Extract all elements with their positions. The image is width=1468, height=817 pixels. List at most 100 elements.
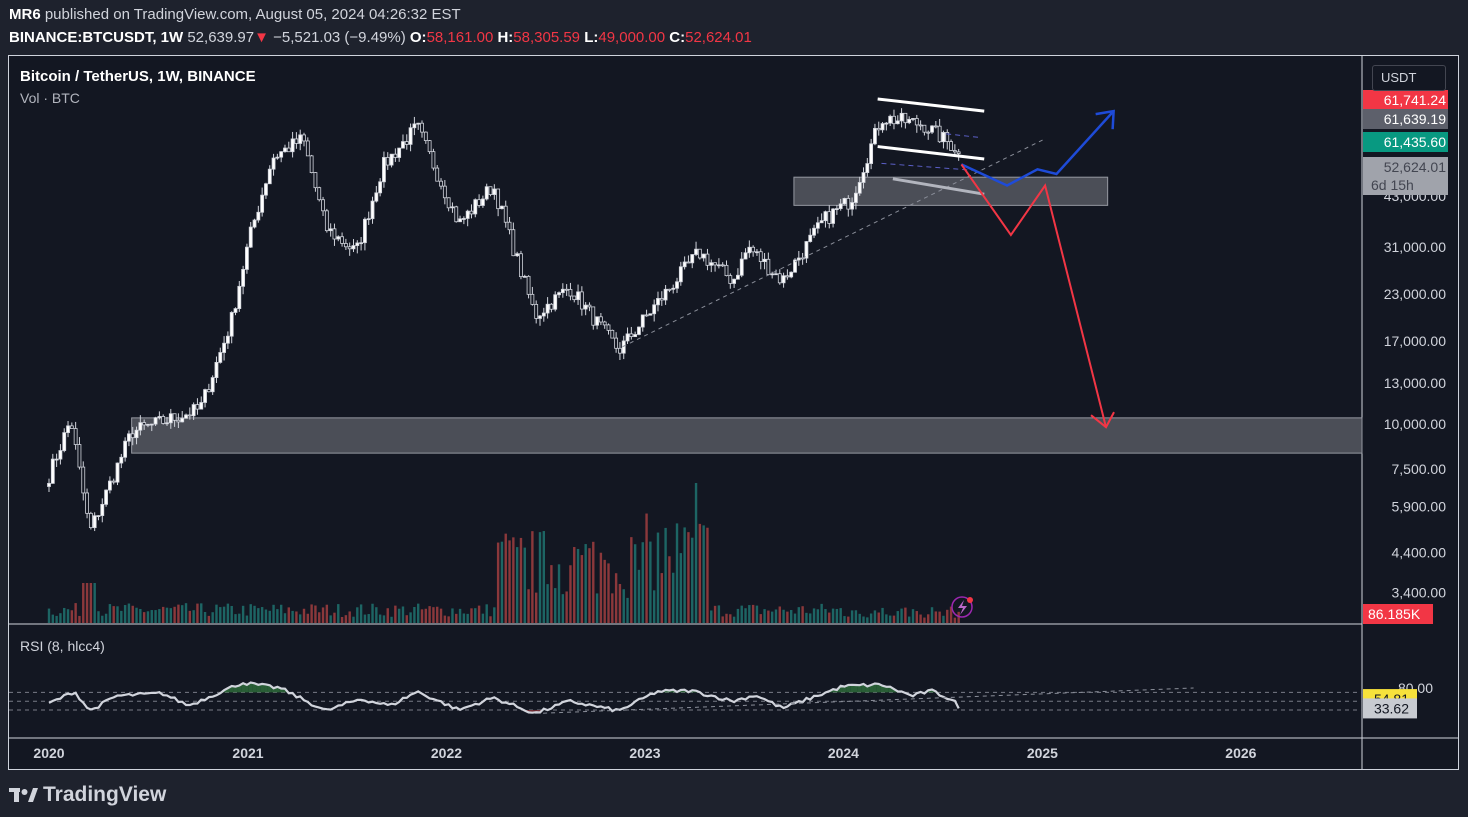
- candle-body: [789, 271, 794, 278]
- candle-body: [484, 186, 489, 200]
- volume-bar: [812, 608, 816, 623]
- chart-frame[interactable]: 2020 2021 2022 2023 2024 2025 2026 43,000.00 31,…: [8, 55, 1459, 770]
- candle-body: [127, 433, 131, 442]
- time-axis-label: 2026: [1225, 745, 1256, 761]
- candle-body: [210, 377, 215, 393]
- volume-bar: [455, 613, 458, 623]
- candle-body: [842, 198, 847, 205]
- rsi-fill: [876, 683, 881, 693]
- volume-bar: [66, 609, 70, 623]
- volume-bar: [881, 607, 884, 623]
- volume-bar: [222, 606, 226, 623]
- candle-body: [572, 295, 577, 301]
- volume-bar: [470, 608, 473, 623]
- volume-bar: [264, 609, 268, 623]
- candle-body: [420, 122, 424, 133]
- volume-bar: [774, 609, 778, 623]
- candle-body: [397, 147, 402, 158]
- candle-body: [343, 243, 348, 248]
- candle-body: [713, 262, 717, 266]
- volume-bar: [283, 613, 287, 623]
- candle-body: [115, 462, 120, 483]
- candle-body: [621, 340, 626, 354]
- volume-bar: [801, 606, 804, 623]
- volume-bar: [588, 548, 591, 623]
- candle-body: [473, 199, 478, 215]
- volume-bar: [112, 606, 115, 623]
- candle-body: [47, 482, 51, 487]
- volume-bar: [158, 609, 161, 623]
- volume-bar: [816, 609, 820, 623]
- candle-body: [823, 211, 828, 222]
- candle-body: [50, 458, 55, 484]
- volume-bar: [142, 612, 146, 623]
- candle-body: [758, 251, 763, 262]
- volume-bar: [462, 613, 466, 623]
- candle-body: [393, 153, 398, 158]
- candle-body: [629, 333, 634, 338]
- candle-body: [507, 221, 512, 231]
- volume-tag: [1363, 604, 1433, 624]
- chart-svg[interactable]: 2020 2021 2022 2023 2024 2025 202643,000.0031,…: [9, 56, 1458, 769]
- volume-bar: [599, 552, 603, 623]
- volume-bar: [196, 603, 199, 623]
- volume-bar: [413, 606, 416, 623]
- volume-bar: [687, 532, 690, 623]
- candle-body: [500, 205, 504, 210]
- candle-body: [690, 254, 695, 264]
- volume-bar: [847, 616, 850, 623]
- volume-bar: [869, 613, 873, 623]
- volume-bar: [508, 540, 511, 623]
- candle-body: [435, 167, 440, 182]
- volume-bar: [439, 608, 443, 623]
- candle-body: [286, 147, 291, 153]
- candle-body: [861, 172, 866, 183]
- price-tag-label: 61,639.19: [1384, 111, 1446, 127]
- volume-bar: [710, 610, 713, 623]
- volume-bar: [135, 607, 138, 623]
- volume-bar: [550, 565, 553, 623]
- candle-body: [465, 210, 470, 219]
- tradingview-logo[interactable]: TradingView: [9, 783, 166, 807]
- channel-line: [877, 97, 985, 113]
- candle-body: [618, 347, 622, 354]
- volume-bar: [858, 613, 861, 623]
- events-marker-icon: [951, 596, 973, 618]
- channel-mid-dashed: [946, 133, 981, 139]
- volume-bar: [778, 606, 781, 623]
- volume-bar: [607, 563, 610, 623]
- candle-body: [736, 274, 740, 280]
- candle-body: [560, 288, 565, 294]
- candle-body: [854, 192, 858, 203]
- volume-bar: [268, 610, 271, 623]
- candle-body: [869, 143, 874, 164]
- candle-body: [279, 151, 284, 158]
- candle-body: [69, 425, 74, 429]
- rsi-fill: [256, 684, 261, 693]
- candle-body: [568, 289, 573, 297]
- volume-bar: [47, 608, 51, 623]
- candle-body: [454, 206, 459, 223]
- candle-body: [77, 444, 82, 468]
- time-axis-label: 2025: [1027, 745, 1058, 761]
- volume-bar: [169, 608, 172, 623]
- volume-bar: [481, 613, 485, 623]
- volume-bar: [915, 611, 919, 623]
- candle-body: [66, 425, 70, 434]
- candle-body: [770, 273, 775, 276]
- candle-body: [819, 220, 824, 224]
- candle-body: [785, 275, 790, 278]
- rsi-fill: [671, 689, 676, 693]
- candle-body: [218, 352, 223, 363]
- volume-bar: [683, 527, 686, 623]
- volume-bar: [390, 616, 393, 623]
- candle-body: [534, 304, 539, 319]
- candle-body: [184, 414, 188, 419]
- price-tag-label: 52,624.01: [1384, 159, 1446, 175]
- currency-button[interactable]: USDT: [1372, 65, 1446, 91]
- volume-bar: [649, 541, 652, 623]
- candle-body: [834, 208, 839, 211]
- publisher-name[interactable]: MR6: [9, 6, 41, 23]
- rsi-legend: RSI (8, hlcc4): [20, 638, 105, 654]
- candle-body: [477, 199, 481, 206]
